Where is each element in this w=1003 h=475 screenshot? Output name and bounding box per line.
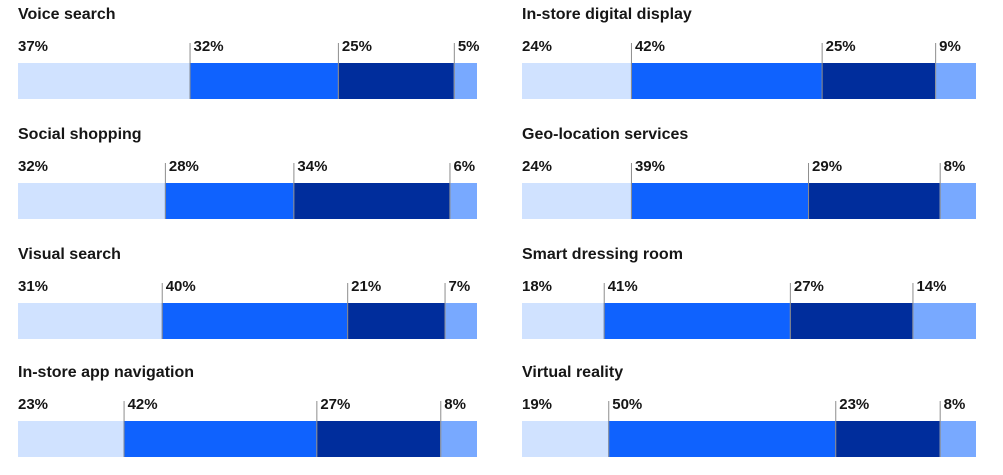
data-label: 27% [320, 396, 350, 413]
data-label: 50% [612, 396, 642, 413]
panel-title: In-store app navigation [18, 364, 194, 381]
panel-title: Visual search [18, 246, 121, 263]
bar-segment-4 [935, 63, 976, 99]
data-label: 23% [18, 396, 48, 413]
data-label: 23% [839, 396, 869, 413]
bar-segment-2 [161, 303, 348, 339]
bar-segment-3 [821, 63, 936, 99]
bar-segment-2 [164, 183, 294, 219]
bar-segment-1 [18, 303, 162, 339]
data-label: 37% [18, 38, 48, 55]
data-label: 32% [18, 158, 48, 175]
data-label: 40% [166, 278, 196, 295]
data-label: 9% [939, 38, 961, 55]
panel-title: Geo-location services [522, 126, 688, 143]
bar-segment-4 [939, 421, 976, 457]
bar-segment-3 [316, 421, 441, 457]
data-label: 42% [635, 38, 665, 55]
data-label: 24% [522, 38, 552, 55]
data-label: 14% [916, 278, 946, 295]
bar-segment-3 [293, 183, 450, 219]
bar-segment-3 [337, 63, 454, 99]
bar-segment-1 [18, 421, 124, 457]
panel-title: Virtual reality [522, 364, 623, 381]
panel-title: Voice search [18, 6, 116, 23]
data-label: 21% [351, 278, 381, 295]
bar-segment-4 [453, 63, 477, 99]
bar-segment-1 [522, 421, 609, 457]
panel-title: Smart dressing room [522, 246, 683, 263]
data-label: 27% [794, 278, 824, 295]
bar-segment-1 [522, 183, 631, 219]
data-label: 28% [169, 158, 199, 175]
bar-segment-4 [912, 303, 976, 339]
bar-segment-4 [444, 303, 477, 339]
panel-title: In-store digital display [522, 6, 692, 23]
bar-segment-1 [522, 63, 631, 99]
bar-segment-1 [18, 63, 190, 99]
bar-segment-3 [808, 183, 940, 219]
data-label: 39% [635, 158, 665, 175]
bar-segment-2 [189, 63, 338, 99]
data-label: 18% [522, 278, 552, 295]
data-label: 8% [944, 396, 966, 413]
data-label: 41% [608, 278, 638, 295]
data-label: 42% [128, 396, 158, 413]
bar-segment-2 [603, 303, 790, 339]
data-label: 8% [444, 396, 466, 413]
data-label: 7% [449, 278, 471, 295]
bar-segment-3 [347, 303, 445, 339]
bar-segment-3 [789, 303, 913, 339]
bar-segment-2 [123, 421, 317, 457]
data-label: 19% [522, 396, 552, 413]
bar-segment-1 [18, 183, 165, 219]
data-label: 8% [944, 158, 966, 175]
data-label: 25% [826, 38, 856, 55]
bar-segment-4 [449, 183, 477, 219]
data-label: 31% [18, 278, 48, 295]
data-label: 5% [458, 38, 480, 55]
bar-segment-2 [630, 183, 809, 219]
bar-segment-4 [939, 183, 976, 219]
data-label: 24% [522, 158, 552, 175]
data-label: 32% [194, 38, 224, 55]
bar-segment-1 [522, 303, 604, 339]
bar-segment-3 [835, 421, 940, 457]
panel-title: Social shopping [18, 126, 142, 143]
data-label: 29% [812, 158, 842, 175]
bar-segment-2 [630, 63, 822, 99]
bar-segment-2 [608, 421, 836, 457]
data-label: 6% [453, 158, 475, 175]
data-label: 34% [297, 158, 327, 175]
data-label: 25% [342, 38, 372, 55]
bar-segment-4 [440, 421, 477, 457]
